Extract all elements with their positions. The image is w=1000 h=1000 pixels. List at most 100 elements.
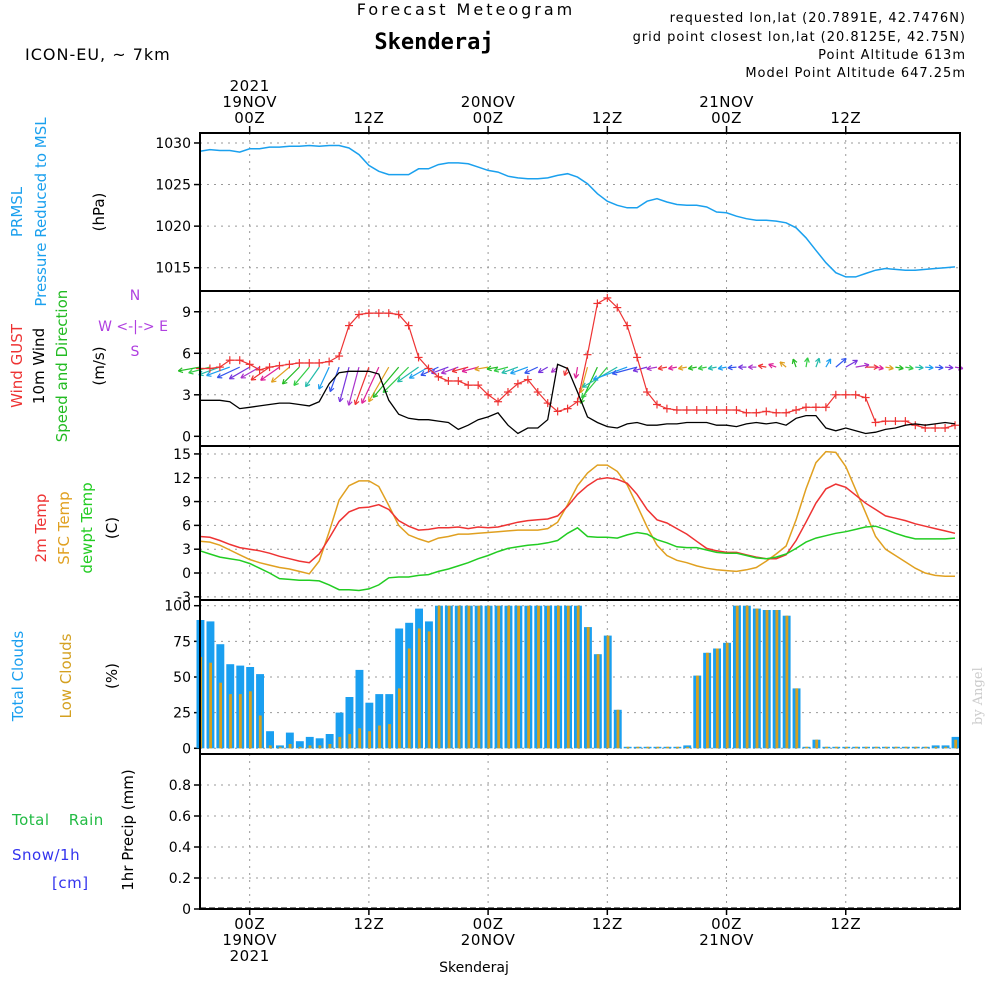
arrow-shaft bbox=[935, 366, 944, 369]
dew-label: dewpt Temp bbox=[78, 482, 96, 573]
y-tick-label: 12 bbox=[173, 471, 191, 487]
low-cloud-bar bbox=[606, 635, 610, 749]
arrow-head bbox=[564, 371, 569, 377]
low-cloud-bar bbox=[934, 746, 938, 749]
clouds-panel: 0 25 50 75 100 bbox=[164, 599, 961, 757]
total-cloud-bar bbox=[375, 694, 384, 749]
wind-direction-arrow bbox=[397, 366, 419, 383]
wind-direction-arrow bbox=[825, 358, 832, 368]
low-cloud-bar bbox=[686, 746, 689, 749]
arrow-head bbox=[688, 368, 694, 371]
low-cloud-bar bbox=[239, 694, 242, 749]
wind-direction-arrow bbox=[905, 364, 914, 371]
arrow-head bbox=[271, 380, 277, 383]
time-label-bottom: 00Z bbox=[234, 915, 265, 933]
low-cloud-bar bbox=[557, 605, 560, 749]
gust-marker bbox=[523, 375, 532, 384]
arrow-shaft bbox=[354, 366, 370, 405]
low-cloud-bar bbox=[884, 746, 888, 749]
low-cloud-bar bbox=[845, 746, 848, 749]
arrow-shaft bbox=[501, 366, 519, 374]
gust-marker bbox=[772, 408, 781, 417]
total-cloud-label: Total Clouds bbox=[9, 631, 27, 723]
gust-marker bbox=[702, 406, 711, 415]
gust-marker bbox=[245, 360, 254, 369]
sfc-temp-line bbox=[199, 450, 955, 577]
gust-marker bbox=[384, 309, 393, 318]
arrow-shaft bbox=[198, 366, 221, 376]
gust-marker bbox=[851, 390, 860, 399]
requested-coords: requested lon,lat (20.7891E, 42.7476N) bbox=[670, 11, 966, 26]
pressure-panel: 1015 1020 1025 1030 bbox=[155, 132, 961, 292]
wind-direction-arrow bbox=[281, 366, 300, 385]
gust-marker bbox=[692, 406, 701, 415]
arrow-shaft bbox=[954, 366, 964, 370]
wind-direction-arrow bbox=[293, 366, 310, 386]
arrow-shaft bbox=[282, 366, 300, 385]
arrow-head bbox=[537, 367, 542, 373]
wind-direction-arrow bbox=[611, 366, 638, 376]
wind-direction-arrow bbox=[815, 357, 821, 368]
arrow-head bbox=[888, 367, 894, 371]
arrow-shaft bbox=[486, 366, 499, 370]
gust-marker bbox=[364, 309, 373, 318]
wind-direction-arrow bbox=[592, 366, 628, 381]
low-cloud-bar bbox=[616, 709, 620, 749]
arrow-head bbox=[354, 400, 360, 406]
low-cloud-bar bbox=[249, 691, 252, 749]
gust-marker bbox=[434, 372, 443, 381]
time-label-bottom: 19NOV bbox=[222, 931, 277, 949]
arrow-head bbox=[646, 365, 652, 370]
gust-marker bbox=[613, 303, 622, 312]
low-cloud-bar bbox=[527, 605, 530, 749]
low-cloud-bar bbox=[944, 746, 948, 749]
arrow-head bbox=[260, 379, 266, 381]
gust-marker bbox=[861, 393, 870, 402]
pressure-label-short: PRMSL bbox=[8, 186, 26, 237]
low-cloud-bar bbox=[338, 736, 342, 749]
gust-marker bbox=[633, 353, 642, 362]
gust-marker bbox=[235, 356, 244, 365]
low-cloud-bar bbox=[676, 746, 679, 749]
arrow-shaft bbox=[792, 358, 797, 368]
gust-marker bbox=[732, 406, 741, 415]
arrow-head bbox=[339, 397, 344, 403]
arrow-shaft bbox=[885, 366, 894, 370]
arrow-head bbox=[928, 367, 934, 371]
arrow-shaft bbox=[579, 366, 589, 393]
total-cloud-bar bbox=[305, 736, 314, 749]
gust-marker bbox=[811, 403, 820, 412]
precip-panel: 0 0.2 0.4 0.6 0.8 bbox=[169, 753, 961, 918]
time-label-top: 12Z bbox=[592, 109, 623, 127]
compass-west-east: W <-|-> E bbox=[98, 319, 168, 335]
arrow-head bbox=[361, 399, 367, 404]
signature: by Angel bbox=[971, 667, 986, 725]
gust-marker bbox=[752, 408, 761, 417]
gust-marker bbox=[424, 364, 433, 373]
arrow-shaft bbox=[250, 366, 270, 381]
arrow-head bbox=[408, 373, 413, 379]
time-label-bottom: 21NOV bbox=[699, 931, 754, 949]
arrow-head bbox=[632, 366, 638, 372]
gust-marker bbox=[593, 299, 602, 308]
gust-marker bbox=[931, 424, 940, 433]
gust-marker bbox=[285, 360, 294, 369]
arrow-head bbox=[348, 401, 353, 406]
compass-north: N bbox=[130, 288, 140, 304]
t2m-label: 2m Temp bbox=[32, 494, 50, 563]
arrow-shaft bbox=[727, 366, 737, 369]
low-cloud-bar bbox=[219, 682, 222, 749]
arrow-head bbox=[768, 363, 773, 369]
y-tick-label: 1030 bbox=[155, 136, 191, 152]
arrow-head bbox=[899, 364, 904, 369]
time-label-top: 20NOV bbox=[461, 93, 516, 111]
time-label-bottom: 2021 bbox=[230, 947, 270, 965]
low-cloud-bar bbox=[576, 605, 580, 749]
arrow-head bbox=[757, 365, 763, 370]
arrow-head bbox=[474, 365, 480, 370]
total-cloud-bar bbox=[365, 702, 374, 749]
arrow-head bbox=[582, 382, 586, 388]
arrow-head bbox=[177, 367, 183, 372]
gust-marker bbox=[225, 356, 234, 365]
wind-direction-arrow bbox=[177, 366, 201, 374]
